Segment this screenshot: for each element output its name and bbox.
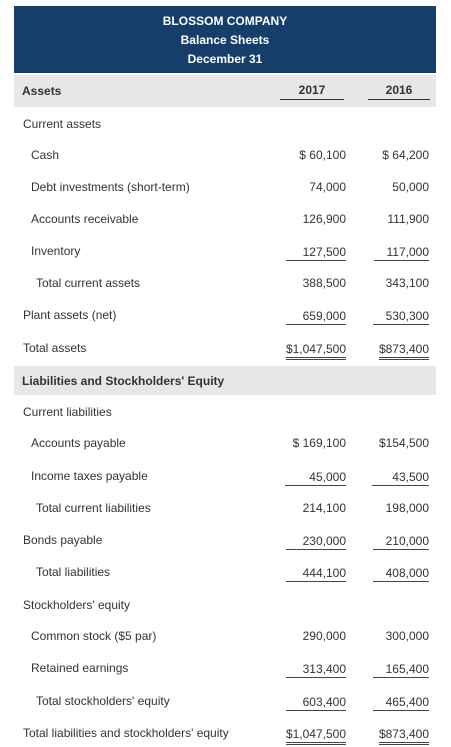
table-row: Retained earnings 313,400 165,400: [31, 661, 429, 678]
table-row: Bonds payable 230,000 210,000: [23, 533, 429, 550]
column-header-band: [14, 75, 436, 107]
header-divider: [14, 72, 436, 73]
statement-title: Balance Sheets: [180, 33, 270, 47]
assets-heading: Assets: [22, 84, 62, 98]
column-2017: 2017: [280, 82, 344, 100]
statement-header: BLOSSOM COMPANY Balance Sheets December …: [14, 6, 436, 72]
current-liabilities-heading: Current liabilities: [23, 405, 112, 419]
current-assets-heading: Current assets: [23, 117, 102, 131]
table-row: Total stockholders' equity 603,400 465,4…: [36, 694, 429, 711]
table-row: Total assets $1,047,500 $873,400: [14, 334, 436, 362]
equity-heading: Stockholders' equity: [23, 598, 131, 612]
company-name: BLOSSOM COMPANY: [162, 14, 288, 28]
table-row: Inventory 127,500 117,000: [31, 244, 429, 261]
table-row: Plant assets (net) 659,000 530,300: [23, 308, 429, 325]
table-row: Total current assets 388,500 343,100: [36, 276, 429, 290]
liabilities-band: [14, 366, 436, 395]
table-row: Debt investments (short-term) 74,000 50,…: [31, 180, 429, 194]
table-row: Accounts payable $ 169,100 $154,500: [31, 436, 429, 450]
table-row: Total current liabilities 214,100 198,00…: [36, 501, 429, 515]
liabilities-heading: Liabilities and Stockholders' Equity: [22, 374, 225, 388]
column-2016: 2016: [368, 82, 430, 100]
table-row: Income taxes payable 45,000 43,500: [31, 469, 429, 486]
table-row: Total liabilities and stockholders' equi…: [14, 719, 436, 747]
table-row: Accounts receivable 126,900 111,900: [31, 212, 429, 226]
table-row: Cash $ 60,100 $ 64,200: [31, 148, 429, 162]
table-row: Common stock ($5 par) 290,000 300,000: [31, 629, 429, 643]
table-row: Total liabilities 444,100 408,000: [36, 565, 429, 582]
statement-date: December 31: [187, 52, 263, 66]
